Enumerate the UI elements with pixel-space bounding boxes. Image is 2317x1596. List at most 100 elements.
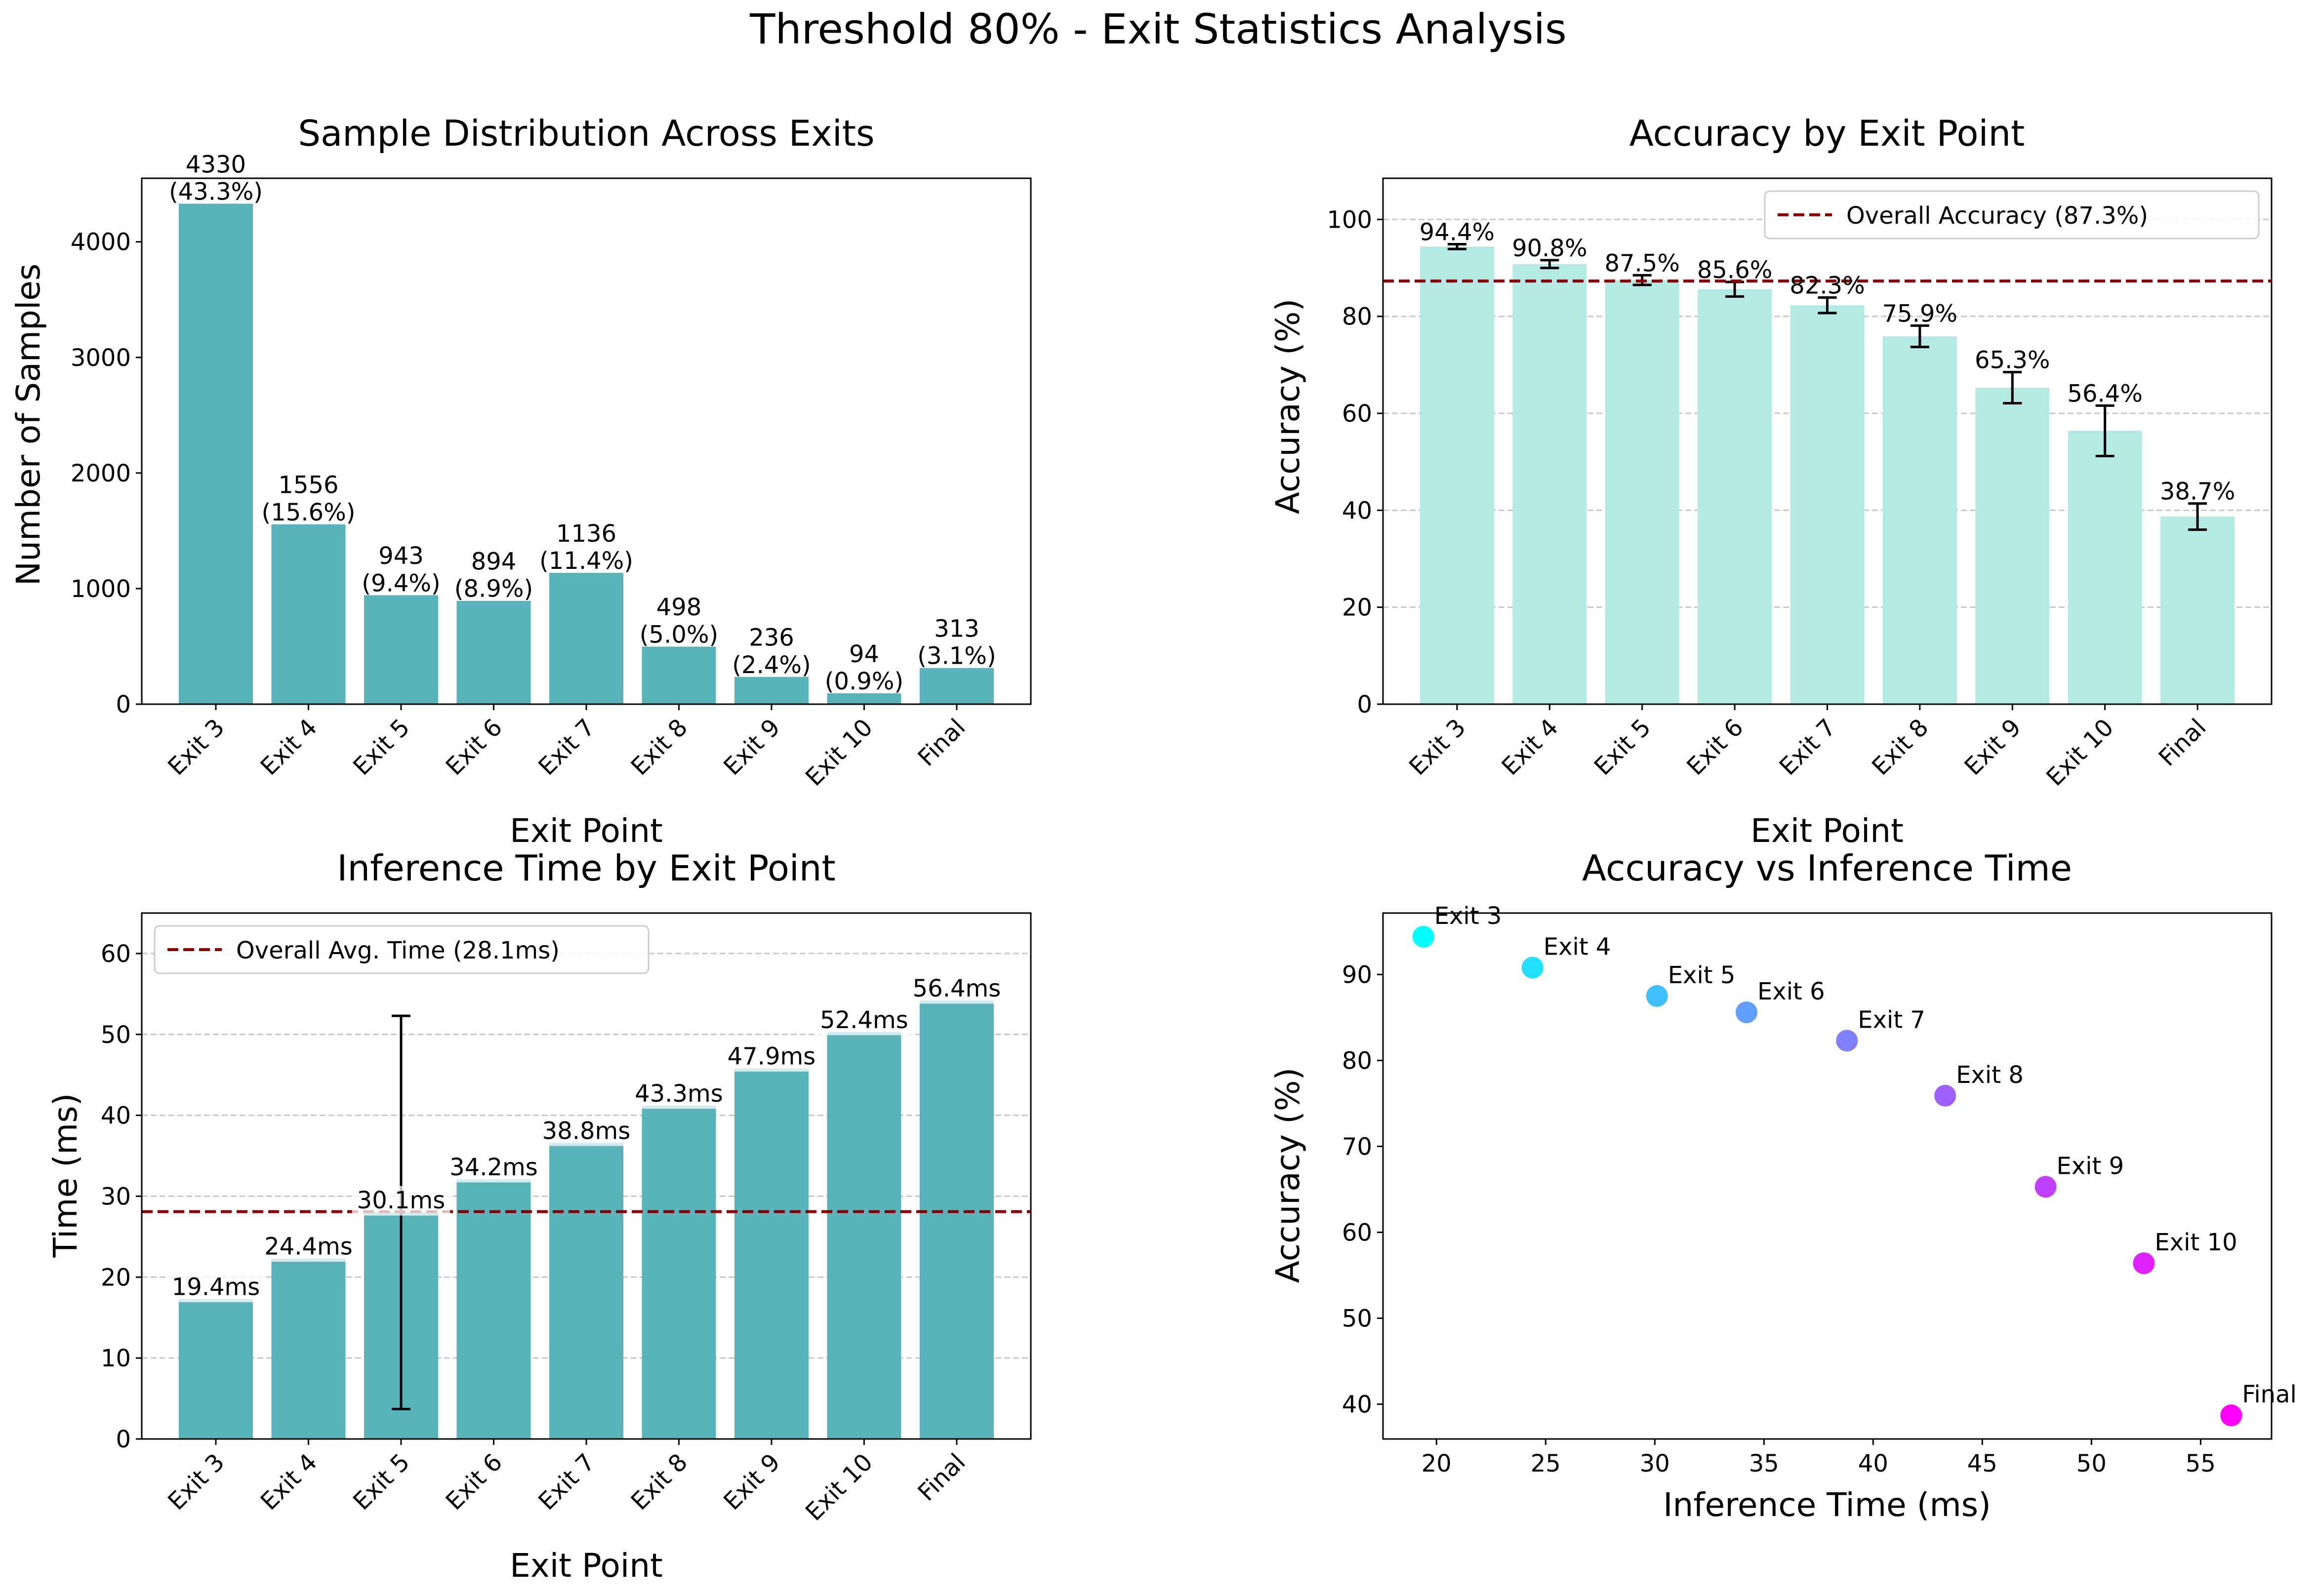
x-tick-label: Exit 10 bbox=[800, 1448, 878, 1526]
point-label: Exit 10 bbox=[2154, 1229, 2237, 1256]
bar bbox=[642, 646, 716, 704]
legend-box bbox=[1764, 190, 2260, 239]
sample-distribution-chart: Sample Distribution Across Exits Exit Po… bbox=[9, 113, 1032, 850]
y-tick-label: 2000 bbox=[71, 460, 131, 487]
data-label: 19.4ms bbox=[172, 1274, 260, 1301]
data-label: 94 bbox=[849, 640, 879, 668]
bar bbox=[1882, 336, 1957, 704]
x-tick-label: Final bbox=[913, 714, 971, 772]
data-label: 47.9ms bbox=[728, 1043, 816, 1071]
x-axis-label: Inference Time (ms) bbox=[1663, 1486, 1991, 1524]
y-tick-label: 80 bbox=[1342, 1047, 1372, 1075]
x-tick-label: 45 bbox=[1967, 1450, 1997, 1477]
bar bbox=[179, 203, 253, 704]
data-label: (11.4%) bbox=[539, 547, 633, 575]
y-axis-label: Accuracy (%) bbox=[1269, 299, 1307, 515]
y-tick-label: 0 bbox=[1357, 691, 1372, 718]
data-label-background bbox=[907, 974, 1006, 1004]
x-tick-label: Exit 8 bbox=[1867, 714, 1934, 781]
scatter-point bbox=[1521, 957, 1544, 979]
y-tick-label: 1000 bbox=[71, 575, 131, 603]
data-label: 34.2ms bbox=[449, 1154, 538, 1181]
y-tick-label: 70 bbox=[1342, 1133, 1372, 1160]
x-axis-label: Exit Point bbox=[510, 812, 663, 850]
y-tick-label: 90 bbox=[1342, 961, 1372, 989]
data-label: 236 bbox=[749, 624, 794, 652]
data-label-background bbox=[630, 1079, 728, 1109]
data-label: 498 bbox=[656, 594, 702, 621]
data-label: 82.3% bbox=[1789, 272, 1865, 299]
bar bbox=[549, 1143, 623, 1439]
x-tick-label: Exit 3 bbox=[163, 1448, 230, 1516]
x-tick-label: Exit 7 bbox=[1774, 714, 1841, 781]
inference-time-chart: Inference Time by Exit Point Exit Point … bbox=[46, 847, 1032, 1585]
y-tick-label: 50 bbox=[1342, 1305, 1372, 1333]
point-label: Exit 5 bbox=[1668, 961, 1736, 989]
x-tick-label: 20 bbox=[1422, 1450, 1452, 1477]
legend-label: Overall Avg. Time (28.1ms) bbox=[236, 937, 560, 964]
x-tick-label: Exit 9 bbox=[718, 1448, 785, 1516]
bar bbox=[456, 600, 531, 704]
data-label: (5.0%) bbox=[640, 621, 718, 648]
x-tick-label: Final bbox=[913, 1448, 971, 1507]
chart-title: Accuracy by Exit Point bbox=[1629, 113, 2025, 154]
data-label-background bbox=[815, 1005, 913, 1036]
y-tick-label: 60 bbox=[1342, 1219, 1372, 1246]
plot-frame bbox=[1382, 912, 2273, 1440]
bar bbox=[1975, 388, 2050, 704]
bar bbox=[1420, 246, 1494, 705]
data-label: (2.4%) bbox=[732, 651, 811, 679]
legend-label: Overall Accuracy (87.3%) bbox=[1846, 202, 2148, 230]
bar bbox=[549, 573, 623, 704]
figure-title: Threshold 80% - Exit Statistics Analysis bbox=[749, 5, 1567, 53]
x-tick-label: Exit 7 bbox=[533, 714, 600, 781]
data-label-background bbox=[537, 1116, 636, 1146]
bar bbox=[920, 1000, 994, 1439]
y-tick-label: 0 bbox=[116, 691, 131, 718]
x-tick-label: Exit 4 bbox=[255, 1448, 323, 1516]
point-label: Final bbox=[2242, 1381, 2297, 1408]
bar bbox=[1605, 280, 1679, 704]
data-label: 65.3% bbox=[1975, 347, 2050, 374]
data-label: 1556 bbox=[278, 472, 338, 499]
scatter-point bbox=[1735, 1001, 1757, 1023]
scatter-point bbox=[2133, 1252, 2155, 1275]
bar bbox=[271, 1258, 346, 1439]
data-label: 94.4% bbox=[1420, 218, 1495, 246]
x-tick-label: Exit 6 bbox=[441, 714, 508, 781]
bar bbox=[2160, 517, 2235, 704]
data-label: (0.9%) bbox=[825, 668, 903, 695]
bar bbox=[1790, 305, 1865, 704]
bar bbox=[1698, 289, 1772, 704]
x-axis-label: Exit Point bbox=[1750, 812, 1904, 850]
y-tick-label: 80 bbox=[1342, 303, 1372, 331]
legend-box bbox=[154, 925, 650, 974]
y-tick-label: 60 bbox=[101, 940, 131, 968]
data-label: 1136 bbox=[556, 520, 616, 548]
chart-title: Sample Distribution Across Exits bbox=[298, 113, 874, 154]
data-label: 894 bbox=[471, 548, 517, 576]
bar bbox=[827, 693, 901, 704]
y-tick-label: 60 bbox=[1342, 400, 1372, 428]
data-label: 56.4ms bbox=[913, 975, 1001, 1002]
x-tick-label: Exit 10 bbox=[2041, 714, 2119, 792]
bar bbox=[271, 524, 346, 704]
data-label: (15.6%) bbox=[262, 499, 356, 526]
y-tick-label: 4000 bbox=[71, 229, 131, 256]
x-tick-label: Final bbox=[2154, 714, 2212, 772]
accuracy-by-exit-chart: Accuracy by Exit Point Exit Point Accura… bbox=[1269, 113, 2273, 850]
y-tick-label: 40 bbox=[101, 1102, 131, 1130]
y-tick-label: 100 bbox=[1327, 206, 1372, 234]
y-tick-label: 40 bbox=[1342, 1391, 1372, 1419]
chart-title: Inference Time by Exit Point bbox=[337, 847, 836, 889]
data-label-background bbox=[352, 1186, 450, 1216]
data-label: 85.6% bbox=[1697, 256, 1772, 284]
x-tick-label: 55 bbox=[2186, 1450, 2216, 1477]
data-label: (3.1%) bbox=[917, 642, 996, 670]
x-tick-label: Exit 8 bbox=[626, 714, 693, 781]
x-tick-label: 40 bbox=[1858, 1450, 1888, 1477]
x-tick-label: Exit 6 bbox=[1681, 714, 1748, 781]
y-tick-label: 20 bbox=[101, 1264, 131, 1291]
bar bbox=[642, 1105, 716, 1439]
